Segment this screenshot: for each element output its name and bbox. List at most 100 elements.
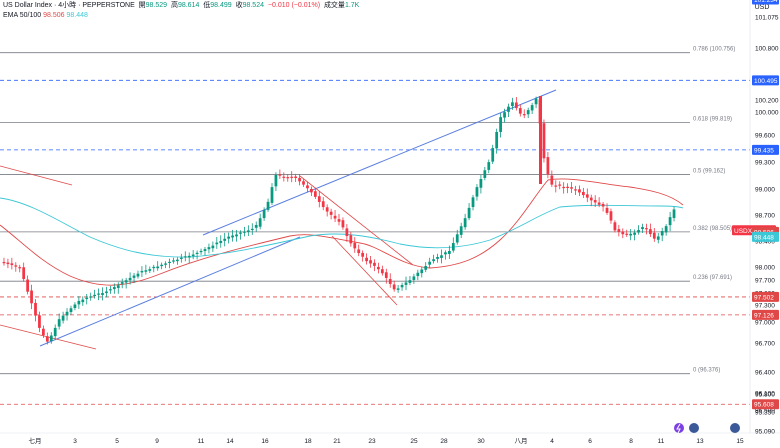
candle-body[interactable] bbox=[26, 279, 29, 292]
candle-body[interactable] bbox=[562, 186, 566, 189]
descending-channel-lower[interactable] bbox=[331, 235, 398, 306]
candle-body[interactable] bbox=[337, 219, 341, 222]
candle-body[interactable] bbox=[325, 207, 329, 212]
red-trend-top-left[interactable] bbox=[0, 165, 73, 186]
candle-body[interactable] bbox=[479, 179, 483, 188]
flag-icon-2[interactable] bbox=[730, 423, 740, 433]
candle-body[interactable] bbox=[73, 304, 77, 309]
candle-body[interactable] bbox=[109, 289, 112, 291]
candle-body[interactable] bbox=[412, 276, 416, 280]
candle-body[interactable] bbox=[534, 98, 538, 105]
lightning-icon[interactable] bbox=[674, 423, 684, 433]
candle-body[interactable] bbox=[294, 176, 298, 179]
candle-body[interactable] bbox=[148, 269, 152, 271]
candle-body[interactable] bbox=[542, 123, 546, 159]
candle-body[interactable] bbox=[333, 215, 337, 219]
candle-body[interactable] bbox=[152, 266, 156, 269]
candle-body[interactable] bbox=[144, 270, 148, 272]
candle-body[interactable] bbox=[613, 222, 617, 231]
candle-body[interactable] bbox=[357, 249, 361, 254]
candle-body[interactable] bbox=[176, 259, 179, 262]
candle-body[interactable] bbox=[369, 260, 372, 264]
candle-body[interactable] bbox=[254, 225, 258, 228]
candle-body[interactable] bbox=[440, 255, 443, 258]
candle-body[interactable] bbox=[518, 108, 522, 114]
candle-body[interactable] bbox=[243, 231, 246, 233]
candle-body[interactable] bbox=[132, 275, 136, 278]
symbol-title[interactable]: US Dollar Index · 4小時 · PEPPERSTONE bbox=[3, 2, 135, 9]
candle-body[interactable] bbox=[384, 272, 388, 278]
candle-body[interactable] bbox=[77, 300, 81, 305]
candle-body[interactable] bbox=[459, 226, 463, 235]
candle-body[interactable] bbox=[116, 285, 120, 288]
candle-body[interactable] bbox=[164, 263, 167, 265]
candle-body[interactable] bbox=[585, 194, 589, 198]
candle-body[interactable] bbox=[57, 319, 61, 327]
candle-body[interactable] bbox=[168, 261, 171, 264]
candle-body[interactable] bbox=[246, 230, 250, 232]
candle-body[interactable] bbox=[491, 148, 495, 162]
candle-body[interactable] bbox=[621, 231, 625, 235]
candle-body[interactable] bbox=[495, 131, 499, 149]
candle-body[interactable] bbox=[353, 242, 357, 249]
candle-body[interactable] bbox=[195, 252, 199, 254]
candle-body[interactable] bbox=[554, 185, 558, 187]
candle-body[interactable] bbox=[105, 291, 108, 294]
candle-body[interactable] bbox=[432, 259, 435, 262]
candle-body[interactable] bbox=[404, 282, 408, 285]
candle-body[interactable] bbox=[124, 280, 128, 283]
candle-body[interactable] bbox=[601, 203, 605, 207]
candle-body[interactable] bbox=[514, 102, 518, 109]
candle-body[interactable] bbox=[93, 294, 97, 297]
candle-body[interactable] bbox=[6, 262, 10, 265]
candle-body[interactable] bbox=[239, 232, 242, 234]
candle-body[interactable] bbox=[578, 189, 581, 193]
candle-body[interactable] bbox=[483, 170, 487, 178]
price-tag[interactable] bbox=[752, 291, 779, 302]
candle-body[interactable] bbox=[97, 293, 100, 295]
candle-body[interactable] bbox=[34, 302, 37, 316]
candle-body[interactable] bbox=[65, 311, 69, 316]
price-tag[interactable] bbox=[752, 144, 779, 155]
candle-body[interactable] bbox=[18, 267, 22, 269]
candle-body[interactable] bbox=[633, 232, 636, 235]
candle-body[interactable] bbox=[42, 328, 45, 336]
candle-body[interactable] bbox=[45, 336, 49, 342]
candle-body[interactable] bbox=[566, 186, 569, 188]
candle-body[interactable] bbox=[377, 266, 380, 270]
candle-body[interactable] bbox=[649, 229, 652, 235]
candle-body[interactable] bbox=[428, 261, 432, 265]
candle-body[interactable] bbox=[408, 280, 412, 283]
candle-body[interactable] bbox=[455, 234, 459, 243]
candle-body[interactable] bbox=[282, 176, 286, 178]
candle-body[interactable] bbox=[558, 184, 562, 186]
candle-body[interactable] bbox=[61, 315, 65, 321]
candle-body[interactable] bbox=[436, 256, 439, 259]
candle-body[interactable] bbox=[302, 181, 305, 185]
ascending-channel-upper[interactable] bbox=[202, 89, 557, 236]
candle-body[interactable] bbox=[187, 255, 191, 258]
candle-body[interactable] bbox=[223, 238, 227, 241]
candle-body[interactable] bbox=[589, 197, 593, 201]
candle-body[interactable] bbox=[420, 269, 424, 274]
candle-body[interactable] bbox=[14, 265, 18, 267]
candle-body[interactable] bbox=[652, 232, 656, 239]
candle-body[interactable] bbox=[388, 279, 392, 284]
candle-body[interactable] bbox=[373, 262, 376, 266]
candle-body[interactable] bbox=[574, 189, 577, 191]
candle-body[interactable] bbox=[581, 191, 585, 196]
candle-body[interactable] bbox=[278, 174, 282, 176]
candle-body[interactable] bbox=[211, 245, 215, 249]
candle-body[interactable] bbox=[179, 257, 183, 259]
candle-body[interactable] bbox=[290, 176, 294, 178]
candle-body[interactable] bbox=[30, 290, 33, 304]
candle-body[interactable] bbox=[286, 177, 290, 179]
candle-body[interactable] bbox=[629, 233, 633, 236]
candle-body[interactable] bbox=[207, 247, 211, 250]
descending-channel-upper[interactable] bbox=[299, 175, 414, 266]
candle-body[interactable] bbox=[128, 277, 132, 281]
candle-body[interactable] bbox=[365, 257, 368, 262]
candle-body[interactable] bbox=[53, 327, 57, 337]
candle-body[interactable] bbox=[262, 209, 266, 219]
candle-body[interactable] bbox=[140, 270, 144, 273]
